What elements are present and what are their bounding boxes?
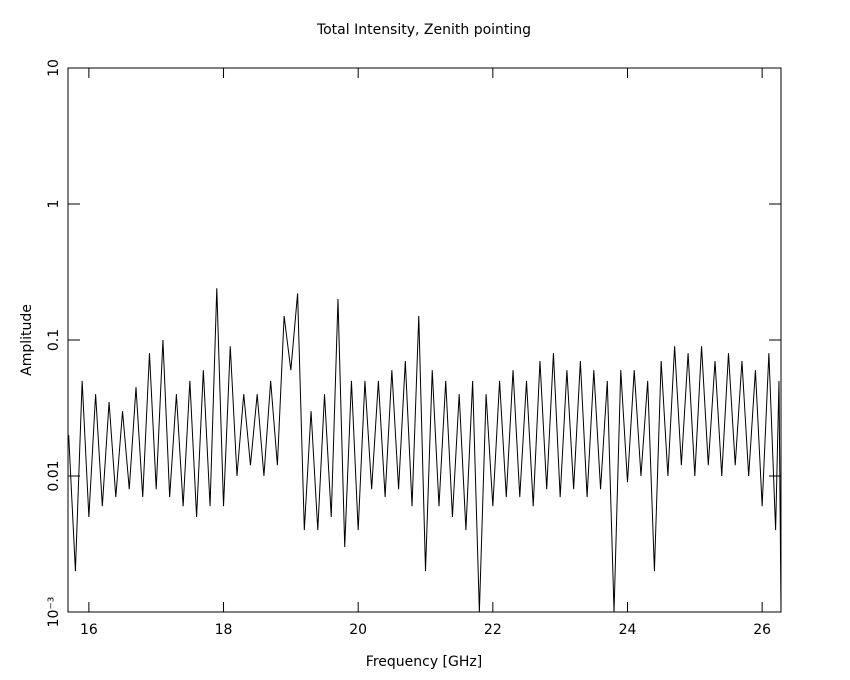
- chart-title: Total Intensity, Zenith pointing: [316, 22, 531, 38]
- y-tick-label: 1: [46, 200, 62, 209]
- x-axis-label: Frequency [GHz]: [366, 654, 482, 670]
- y-tick-label: 0.01: [46, 460, 62, 491]
- spectrum-line: [68, 288, 782, 613]
- x-tick-label: 26: [753, 622, 771, 638]
- x-tick-label: 16: [80, 622, 98, 638]
- x-tick-label: 18: [215, 622, 233, 638]
- y-axis-label: Amplitude: [19, 304, 35, 376]
- x-tick-label: 20: [349, 622, 367, 638]
- y-tick-label: 0.1: [46, 329, 62, 351]
- y-tick-label: 10: [46, 59, 62, 77]
- x-tick-label: 24: [619, 622, 637, 638]
- x-tick-label: 22: [484, 622, 502, 638]
- y-tick-label: 10⁻³: [46, 597, 62, 628]
